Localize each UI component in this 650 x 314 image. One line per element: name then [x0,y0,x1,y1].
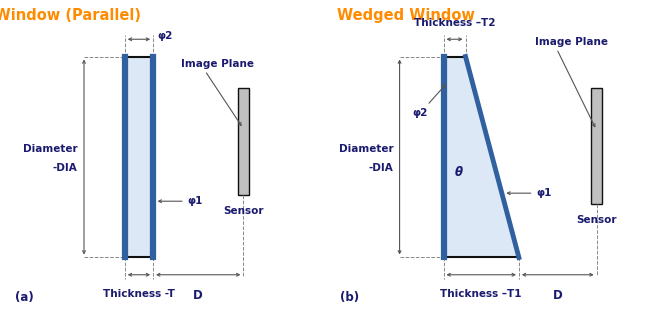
Bar [125,57,153,257]
Text: Thickness -T: Thickness -T [103,289,175,299]
Bar [591,88,602,204]
Text: (a): (a) [15,291,34,305]
Text: Sensor: Sensor [577,215,617,225]
Bar [238,88,249,195]
Text: φ2: φ2 [158,31,173,41]
Text: φ1: φ1 [159,196,203,206]
Text: Thickness –T2: Thickness –T2 [414,18,495,28]
Text: φ2: φ2 [413,85,445,118]
Text: D: D [193,289,203,302]
Polygon shape [443,57,519,257]
Text: D: D [553,289,563,302]
Text: (b): (b) [340,291,359,305]
Text: Diameter: Diameter [339,144,393,154]
Text: Thickness –T1: Thickness –T1 [441,289,522,299]
Text: Wedged Window: Wedged Window [337,8,474,23]
Text: Image Plane: Image Plane [181,59,254,69]
Text: Diameter: Diameter [23,144,78,154]
Text: Image Plane: Image Plane [534,37,608,47]
Text: θ: θ [454,166,463,179]
Text: -DIA: -DIA [369,163,393,173]
Text: -DIA: -DIA [53,163,78,173]
Text: Sensor: Sensor [223,206,264,216]
Text: Unwedged Window (Parallel): Unwedged Window (Parallel) [0,8,140,23]
Text: φ1: φ1 [508,188,552,198]
